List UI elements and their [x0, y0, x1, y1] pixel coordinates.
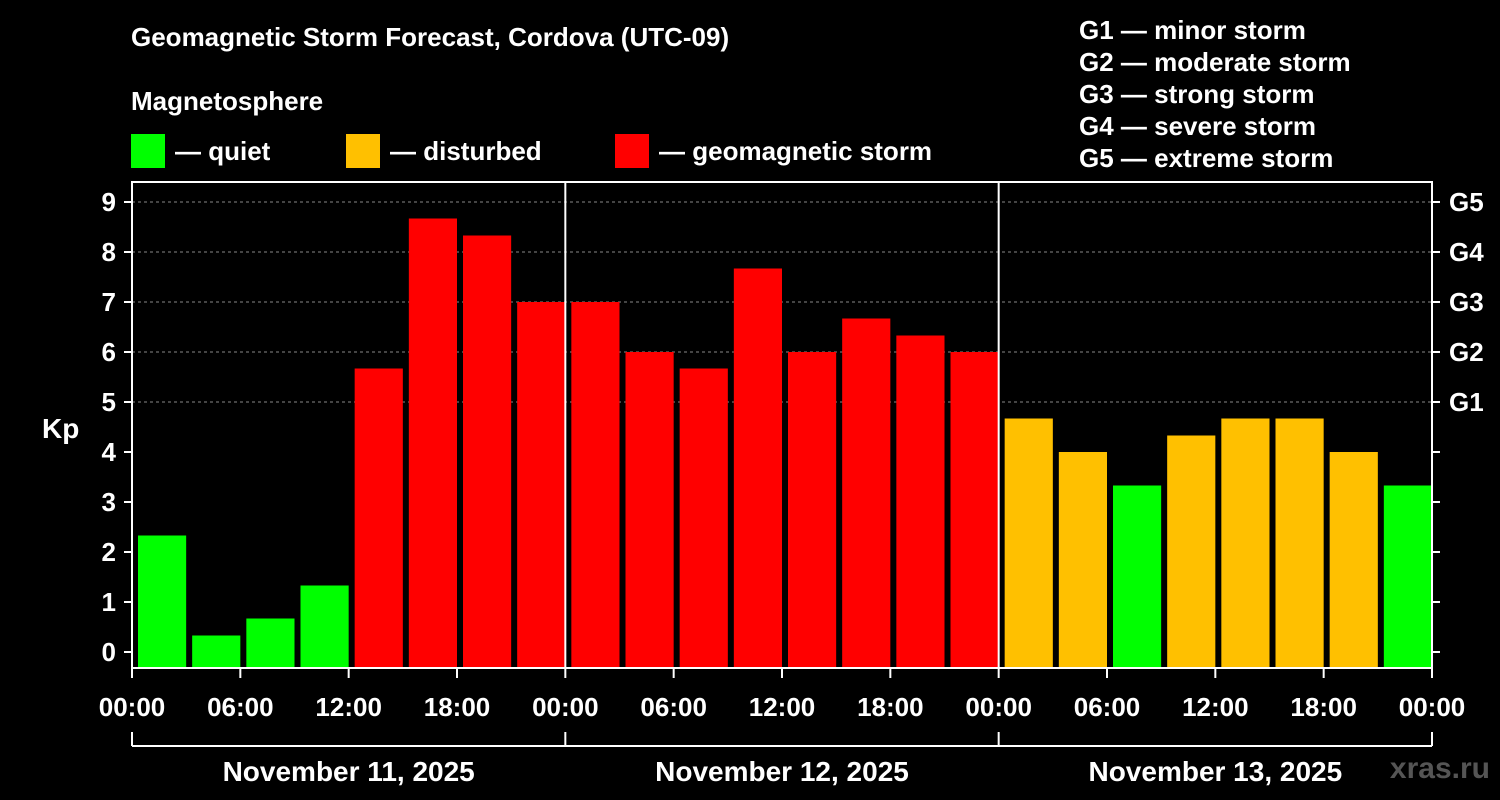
day-label-3: November 13, 2025: [1088, 756, 1342, 787]
bar-4: [300, 585, 349, 668]
bar-20: [1167, 435, 1216, 668]
storm-level-g1: G1 — minor storm: [1079, 15, 1306, 45]
x-tick-label-8: 00:00: [965, 692, 1032, 722]
y-axis-label: Kp: [42, 413, 79, 444]
bar-16: [950, 352, 999, 668]
chart-title: Geomagnetic Storm Forecast, Cordova (UTC…: [131, 22, 730, 52]
bar-2: [192, 635, 241, 668]
bar-15: [896, 335, 945, 668]
x-tick-label-0: 00:00: [99, 692, 166, 722]
bar-1: [138, 535, 187, 668]
x-tick-label-11: 18:00: [1290, 692, 1357, 722]
y-tick-label-6: 6: [102, 337, 116, 367]
legend-storm-swatch: [615, 134, 649, 168]
y-tick-label-0: 0: [102, 637, 116, 667]
chart-subtitle: Magnetosphere: [131, 86, 324, 116]
y-tick-label-3: 3: [102, 487, 116, 517]
right-tick-label-g1: G1: [1449, 387, 1484, 417]
y-tick-label-1: 1: [102, 587, 116, 617]
legend-quiet-label: — quiet: [175, 135, 271, 166]
right-tick-label-g3: G3: [1449, 287, 1484, 317]
bar-13: [788, 352, 837, 668]
legend-storm: — geomagnetic storm: [615, 134, 932, 168]
y-tick-label-4: 4: [102, 437, 117, 467]
day-label-1: November 11, 2025: [223, 756, 475, 787]
bar-8: [517, 302, 566, 668]
watermark: xras.ru: [1389, 752, 1490, 785]
y-tick-label-9: 9: [102, 187, 116, 217]
y-tick-label-2: 2: [102, 537, 116, 567]
x-tick-label-6: 12:00: [749, 692, 816, 722]
right-tick-label-g2: G2: [1449, 337, 1484, 367]
y-tick-label-7: 7: [102, 287, 116, 317]
x-tick-label-1: 06:00: [207, 692, 274, 722]
bar-5: [354, 368, 403, 668]
legend-disturbed-swatch: [346, 134, 380, 168]
storm-level-g5: G5 — extreme storm: [1079, 143, 1334, 173]
legend-disturbed: — disturbed: [346, 134, 542, 168]
bar-23: [1329, 452, 1378, 668]
x-tick-label-9: 06:00: [1074, 692, 1141, 722]
bar-10: [625, 352, 674, 668]
storm-level-legend: G1 — minor storm G2 — moderate storm G3 …: [1079, 14, 1351, 174]
x-tick-label-12: 00:00: [1399, 692, 1466, 722]
x-tick-label-10: 12:00: [1182, 692, 1249, 722]
x-tick-label-3: 18:00: [424, 692, 491, 722]
bar-19: [1113, 485, 1162, 668]
bar-18: [1058, 452, 1107, 668]
storm-level-g2: G2 — moderate storm: [1079, 47, 1351, 77]
x-tick-label-7: 18:00: [857, 692, 924, 722]
bar-22: [1275, 418, 1324, 668]
bar-7: [463, 235, 512, 668]
storm-level-g3: G3 — strong storm: [1079, 79, 1315, 109]
day-label-2: November 12, 2025: [655, 756, 909, 787]
bar-12: [733, 268, 782, 668]
x-tick-label-4: 00:00: [532, 692, 599, 722]
x-tick-label-2: 12:00: [315, 692, 382, 722]
bar-14: [842, 318, 891, 668]
bar-24: [1383, 485, 1432, 668]
bar-11: [679, 368, 728, 668]
legend-disturbed-label: — disturbed: [390, 135, 542, 166]
bar-17: [1004, 418, 1053, 668]
storm-level-g4: G4 — severe storm: [1079, 111, 1317, 141]
y-tick-label-8: 8: [102, 237, 116, 267]
x-tick-label-5: 06:00: [640, 692, 707, 722]
bar-21: [1221, 418, 1270, 668]
right-tick-label-g4: G4: [1449, 237, 1484, 267]
bar-9: [571, 302, 620, 668]
legend-quiet: — quiet: [131, 134, 270, 168]
legend-quiet-swatch: [131, 134, 165, 168]
bar-3: [246, 618, 295, 668]
y-tick-label-5: 5: [102, 387, 116, 417]
legend-storm-label: — geomagnetic storm: [659, 135, 933, 166]
right-tick-label-g5: G5: [1449, 187, 1484, 217]
bar-6: [408, 218, 457, 668]
